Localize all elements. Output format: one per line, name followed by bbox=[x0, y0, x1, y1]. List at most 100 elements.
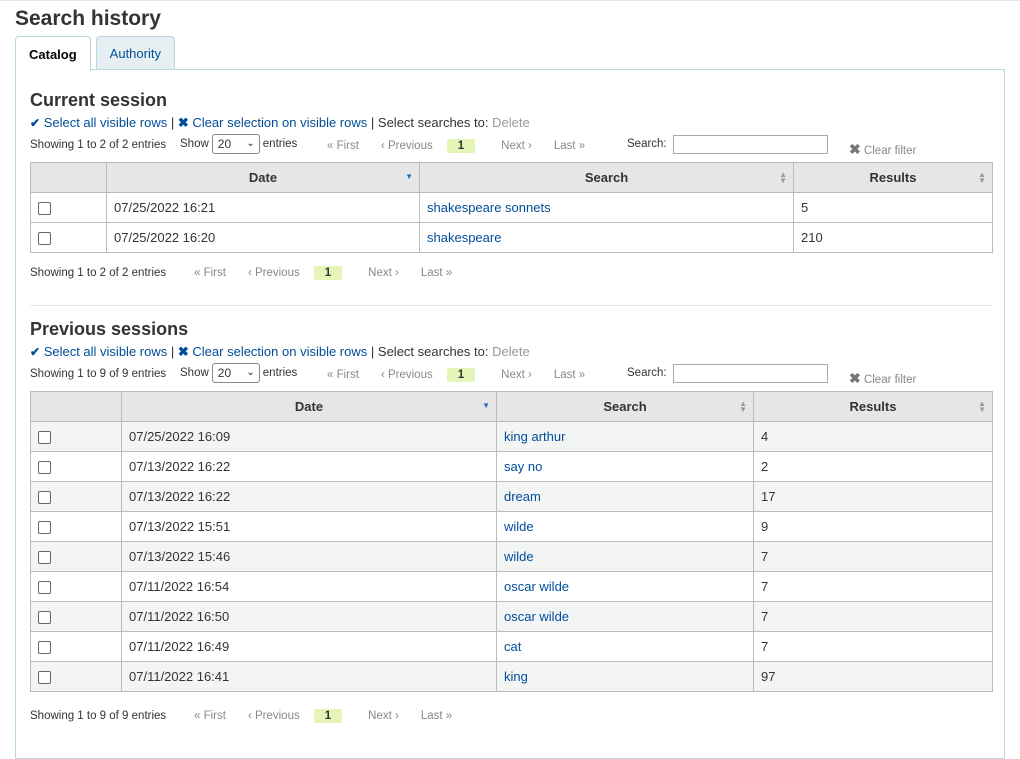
previous-table-top-controls: Showing 1 to 9 of 9 entries Show 20 ⌄ entri… bbox=[30, 361, 992, 391]
pager-page-1[interactable]: 1 bbox=[446, 368, 476, 382]
previous-sessions-section: Previous sessions ✔ Select all visible r… bbox=[30, 318, 993, 730]
current-clear-filter-button[interactable]: ✖ Clear filter bbox=[849, 141, 917, 157]
date-cell: 07/13/2022 15:51 bbox=[121, 511, 497, 542]
search-link[interactable]: king arthur bbox=[504, 429, 566, 444]
results-column-header[interactable]: Results ▲ ▼ bbox=[793, 162, 993, 193]
previous-sessions-heading: Previous sessions bbox=[30, 319, 189, 339]
table-row: 07/13/2022 15:46 wilde 7 bbox=[30, 541, 993, 572]
previous-table-info-bottom: Showing 1 to 9 of 9 entries bbox=[30, 710, 167, 722]
row-checkbox[interactable] bbox=[38, 611, 51, 625]
previous-length-control: Show 20 ⌄ entries bbox=[180, 363, 297, 383]
row-checkbox[interactable] bbox=[38, 671, 51, 685]
results-cell: 210 bbox=[793, 222, 993, 253]
search-link[interactable]: oscar wilde bbox=[504, 609, 570, 624]
table-row: 07/13/2022 16:22 say no 2 bbox=[30, 451, 993, 482]
row-checkbox[interactable] bbox=[38, 232, 51, 246]
search-link[interactable]: king bbox=[504, 669, 528, 684]
previous-clear-selection-link[interactable]: Clear selection on visible rows bbox=[192, 344, 368, 359]
date-cell: 07/11/2022 16:49 bbox=[121, 631, 497, 662]
check-icon: ✔ bbox=[30, 345, 41, 359]
current-selection-bar: ✔ Select all visible rows | ✖ Clear sele… bbox=[30, 115, 530, 130]
previous-delete-button[interactable]: Delete bbox=[492, 344, 530, 359]
results-cell: 4 bbox=[753, 421, 993, 452]
pager-previous-button[interactable]: ‹ Previous bbox=[247, 710, 300, 722]
select-column-header bbox=[30, 162, 107, 193]
pager-next-button[interactable]: Next › bbox=[501, 140, 532, 152]
row-checkbox[interactable] bbox=[38, 581, 51, 595]
search-link[interactable]: shakespeare sonnets bbox=[427, 200, 551, 215]
date-cell: 07/25/2022 16:09 bbox=[121, 421, 497, 452]
search-link[interactable]: wilde bbox=[504, 519, 534, 534]
tab-authority[interactable]: Authority bbox=[95, 36, 175, 70]
results-cell: 17 bbox=[753, 481, 993, 512]
search-link[interactable]: dream bbox=[504, 489, 541, 504]
table-row: 07/25/2022 16:21 shakespeare sonnets 5 bbox=[30, 192, 993, 223]
pager-next-button[interactable]: Next › bbox=[368, 710, 399, 722]
tab-bar: Catalog Authority bbox=[15, 36, 175, 71]
sort-icon: ▲ ▼ bbox=[779, 170, 787, 185]
pager-next-button[interactable]: Next › bbox=[368, 267, 399, 279]
results-cell: 97 bbox=[753, 661, 993, 692]
row-checkbox[interactable] bbox=[38, 461, 51, 475]
results-column-header[interactable]: Results ▲ ▼ bbox=[753, 391, 993, 422]
previous-length-select[interactable]: 20 ⌄ bbox=[211, 363, 260, 383]
pager-previous-button[interactable]: ‹ Previous bbox=[380, 369, 433, 381]
row-checkbox[interactable] bbox=[38, 491, 51, 505]
pager-first-button[interactable]: « First bbox=[194, 267, 226, 279]
search-link[interactable]: oscar wilde bbox=[504, 579, 570, 594]
current-select-all-link[interactable]: Select all visible rows bbox=[43, 115, 168, 130]
results-cell: 7 bbox=[753, 541, 993, 572]
current-search-input[interactable] bbox=[673, 135, 828, 154]
pager-page-1[interactable]: 1 bbox=[313, 709, 343, 723]
search-link[interactable]: say no bbox=[504, 459, 543, 474]
pager-last-button[interactable]: Last » bbox=[420, 267, 453, 279]
pager-page-1[interactable]: 1 bbox=[313, 266, 343, 280]
pager-last-button[interactable]: Last » bbox=[553, 140, 586, 152]
search-column-header[interactable]: Search ▲ ▼ bbox=[419, 162, 794, 193]
current-pager-top: « First ‹ Previous 1 Next › Last » bbox=[327, 139, 607, 153]
pager-last-button[interactable]: Last » bbox=[420, 710, 453, 722]
current-delete-button[interactable]: Delete bbox=[492, 115, 530, 130]
row-checkbox[interactable] bbox=[38, 431, 51, 445]
previous-table-bottom-controls: Showing 1 to 9 of 9 entries « First ‹ Pr… bbox=[30, 700, 992, 730]
results-cell: 5 bbox=[793, 192, 993, 223]
pager-first-button[interactable]: « First bbox=[327, 369, 359, 381]
sort-icon: ▲ ▼ bbox=[978, 170, 986, 185]
results-cell: 2 bbox=[753, 451, 993, 482]
table-row: 07/13/2022 15:51 wilde 9 bbox=[30, 511, 993, 542]
row-checkbox[interactable] bbox=[38, 641, 51, 655]
section-divider bbox=[30, 305, 992, 306]
current-table-bottom-controls: Showing 1 to 2 of 2 entries « First ‹ Pr… bbox=[30, 261, 992, 291]
row-checkbox[interactable] bbox=[38, 521, 51, 535]
date-column-header[interactable]: Date ▼ bbox=[106, 162, 420, 193]
search-link[interactable]: shakespeare bbox=[427, 230, 502, 245]
previous-search-input[interactable] bbox=[673, 364, 828, 383]
results-cell: 7 bbox=[753, 601, 993, 632]
previous-pager-top: « First ‹ Previous 1 Next › Last » bbox=[327, 368, 607, 382]
previous-sessions-table: Date ▼ Search ▲ ▼ Results ▲ ▼ 07/25/2022 16:0… bbox=[30, 391, 993, 692]
previous-clear-filter-button[interactable]: ✖ Clear filter bbox=[849, 370, 917, 386]
close-icon: ✖ bbox=[177, 344, 189, 359]
results-cell: 7 bbox=[753, 571, 993, 602]
pager-previous-button[interactable]: ‹ Previous bbox=[380, 140, 433, 152]
pager-first-button[interactable]: « First bbox=[327, 140, 359, 152]
pager-last-button[interactable]: Last » bbox=[553, 369, 586, 381]
table-row: 07/11/2022 16:50 oscar wilde 7 bbox=[30, 601, 993, 632]
previous-select-all-link[interactable]: Select all visible rows bbox=[43, 344, 168, 359]
current-length-select[interactable]: 20 ⌄ bbox=[211, 134, 260, 154]
search-link[interactable]: wilde bbox=[504, 549, 534, 564]
search-column-header[interactable]: Search ▲ ▼ bbox=[496, 391, 754, 422]
pager-first-button[interactable]: « First bbox=[194, 710, 226, 722]
pager-next-button[interactable]: Next › bbox=[501, 369, 532, 381]
row-checkbox[interactable] bbox=[38, 202, 51, 216]
date-column-header[interactable]: Date ▼ bbox=[121, 391, 497, 422]
pager-page-1[interactable]: 1 bbox=[446, 139, 476, 153]
current-clear-selection-link[interactable]: Clear selection on visible rows bbox=[192, 115, 368, 130]
row-checkbox[interactable] bbox=[38, 551, 51, 565]
search-link[interactable]: cat bbox=[504, 639, 522, 654]
results-cell: 7 bbox=[753, 631, 993, 662]
tab-catalog[interactable]: Catalog bbox=[15, 36, 91, 71]
current-search-label: Search: bbox=[627, 138, 667, 150]
pager-previous-button[interactable]: ‹ Previous bbox=[247, 267, 300, 279]
table-row: 07/11/2022 16:49 cat 7 bbox=[30, 631, 993, 662]
